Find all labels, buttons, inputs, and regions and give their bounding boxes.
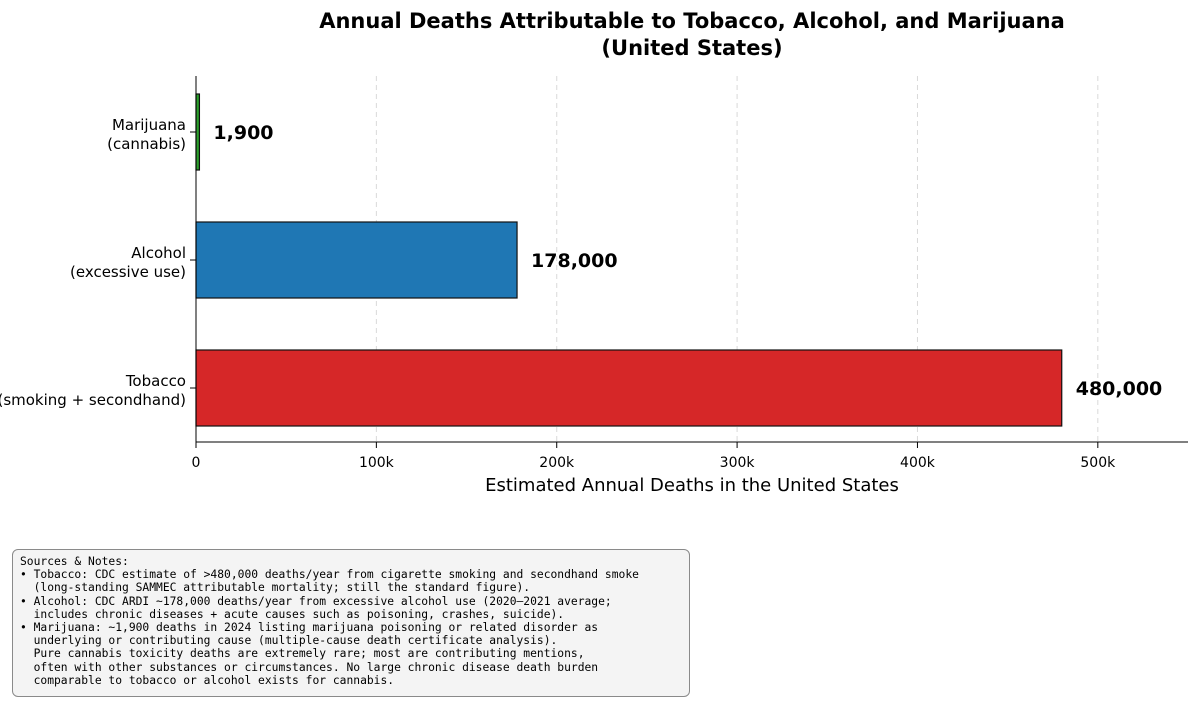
notes-line: comparable to tobacco or alcohol exists … — [20, 673, 395, 687]
category-sublabel: (smoking + secondhand) — [0, 391, 186, 409]
category-label: Tobacco — [125, 372, 186, 390]
notes-line: underlying or contributing cause (multip… — [20, 634, 558, 648]
notes-line: includes chronic diseases + acute causes… — [20, 607, 565, 621]
notes-line: • Tobacco: CDC estimate of >480,000 deat… — [20, 568, 639, 582]
category-label: Alcohol — [131, 244, 186, 262]
x-axis-title: Estimated Annual Deaths in the United St… — [485, 475, 899, 496]
notes-line: • Alcohol: CDC ARDI ~178,000 deaths/year… — [20, 594, 612, 608]
bar — [195, 221, 518, 299]
x-tick-label: 100k — [359, 455, 395, 471]
notes-line: • Marijuana: ~1,900 deaths in 2024 listi… — [20, 621, 599, 635]
chart-title: Annual Deaths Attributable to Tobacco, A… — [319, 9, 1065, 33]
x-tick-label: 500k — [1080, 455, 1116, 471]
notes-line: Sources & Notes: — [20, 555, 129, 568]
bar — [195, 349, 1063, 427]
value-label: 178,000 — [531, 250, 618, 272]
value-label: 480,000 — [1076, 378, 1163, 400]
notes-line: often with other substances or circumsta… — [20, 660, 599, 674]
bar — [195, 93, 201, 171]
value-label: 1,900 — [213, 122, 273, 144]
x-tick-label: 200k — [539, 455, 575, 471]
category-sublabel: (cannabis) — [107, 135, 186, 153]
notes-line: (long-standing SAMMEC attributable morta… — [20, 581, 531, 595]
notes-line: Pure cannabis toxicity deaths are extrem… — [20, 647, 585, 661]
x-axis: 0 100k 200k 300k 400k 500k — [192, 441, 1188, 471]
category-label: Marijuana — [112, 116, 186, 134]
x-tick-label: 300k — [720, 455, 756, 471]
y-axis: Marijuana(cannabis) Alcohol(excessive use… — [0, 76, 197, 442]
sources-notes-box: Sources & Notes: • Tobacco: CDC estimate … — [12, 549, 690, 697]
category-sublabel: (excessive use) — [70, 263, 186, 281]
chart-subtitle: (United States) — [601, 36, 782, 60]
bar-chart: Annual Deaths Attributable to Tobacco, A… — [0, 9, 1188, 496]
x-tick-label: 0 — [192, 455, 201, 471]
x-tick-label: 400k — [900, 455, 936, 471]
bars: 1,900 178,000 480,000 — [195, 93, 1163, 427]
